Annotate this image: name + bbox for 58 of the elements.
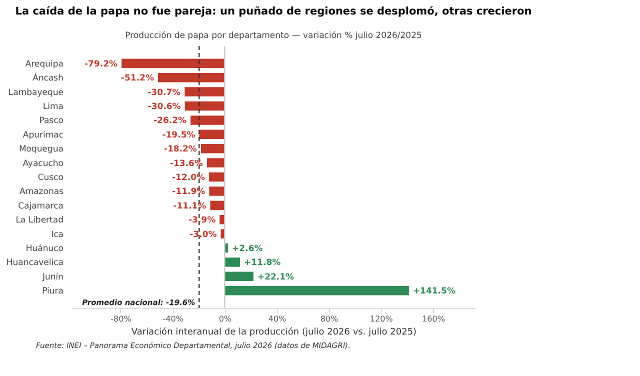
data-label: -18.2% <box>164 144 198 155</box>
y-tick-label: Cajamarca <box>18 201 64 212</box>
x-tick-label: 160% <box>422 314 446 324</box>
y-tick-label: Amazonas <box>20 187 64 198</box>
chart-title: La caída de la papa no fue pareja: un puñado de regiones se desplomó, otras crecieron <box>15 5 532 18</box>
y-tick-label: Piura <box>42 286 64 297</box>
data-label: -19.5% <box>162 130 196 140</box>
data-label: -12.0% <box>172 173 206 183</box>
data-label: -13.6% <box>170 158 204 169</box>
y-tick-label: Lambayeque <box>8 88 64 98</box>
bar <box>224 286 409 296</box>
bar <box>209 186 225 196</box>
data-label: -3.0% <box>190 230 218 240</box>
data-label: -79.2% <box>84 59 118 70</box>
data-label: -30.7% <box>148 88 182 98</box>
x-tick-label: 0% <box>218 314 232 324</box>
x-tick-label: 120% <box>370 314 394 324</box>
bar <box>190 116 225 125</box>
bar <box>199 130 225 140</box>
bar <box>158 72 225 82</box>
bar <box>209 172 225 182</box>
bar <box>224 272 254 282</box>
x-tick-label: -40% <box>162 314 184 324</box>
data-label: -51.2% <box>120 74 154 84</box>
data-label: +2.6% <box>232 244 264 254</box>
y-tick-label: Áncash <box>32 72 64 84</box>
y-tick-label: Huancavelica <box>6 258 64 268</box>
y-tick-label: Moquegua <box>18 144 64 155</box>
bar <box>200 144 225 154</box>
data-label: -26.2% <box>154 116 188 126</box>
y-tick-label: Ayacucho <box>22 158 64 169</box>
data-label: +11.8% <box>244 258 282 268</box>
y-tick-label: Cusco <box>38 173 64 183</box>
y-tick-label: Pasco <box>39 116 64 126</box>
bar <box>184 87 225 96</box>
data-label: -11.9% <box>172 187 206 198</box>
y-tick-label: Ica <box>51 230 64 240</box>
data-label: +141.5% <box>412 286 456 297</box>
bar <box>184 101 225 111</box>
y-tick-label: Arequipa <box>25 59 64 70</box>
chart-subtitle: Producción de papa por departamento — variación % julio 2026/2025 <box>125 30 422 41</box>
y-tick-label: La Libertad <box>16 216 64 226</box>
data-label: +22.1% <box>257 272 295 282</box>
x-axis-title: Variación interanual de la producción (julio 2026 vs. julio 2025) <box>131 326 417 338</box>
bar <box>122 58 225 68</box>
y-tick-label: Huánuco <box>26 244 64 254</box>
data-label: -11.1% <box>173 201 207 212</box>
bar <box>224 258 240 267</box>
y-tick-label: Junín <box>41 272 64 282</box>
x-tick-label: 80% <box>320 314 339 324</box>
bar <box>206 158 225 168</box>
bar <box>210 200 225 210</box>
y-tick-label: Apurímac <box>22 130 64 140</box>
y-tick-label: Lima <box>42 102 64 112</box>
data-label: -3.9% <box>188 216 216 226</box>
x-tick-label: 40% <box>268 314 287 324</box>
data-label: -30.6% <box>148 102 182 112</box>
x-tick-label: -80% <box>110 314 132 324</box>
